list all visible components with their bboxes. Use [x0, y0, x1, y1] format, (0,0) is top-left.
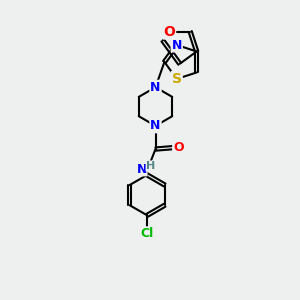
Text: N: N: [136, 163, 147, 176]
Text: Cl: Cl: [141, 227, 154, 240]
Text: N: N: [150, 81, 161, 94]
Text: N: N: [150, 119, 161, 132]
Text: H: H: [146, 161, 155, 171]
Text: O: O: [173, 141, 184, 154]
Text: S: S: [172, 72, 182, 86]
Text: O: O: [163, 25, 175, 38]
Text: N: N: [172, 38, 182, 52]
